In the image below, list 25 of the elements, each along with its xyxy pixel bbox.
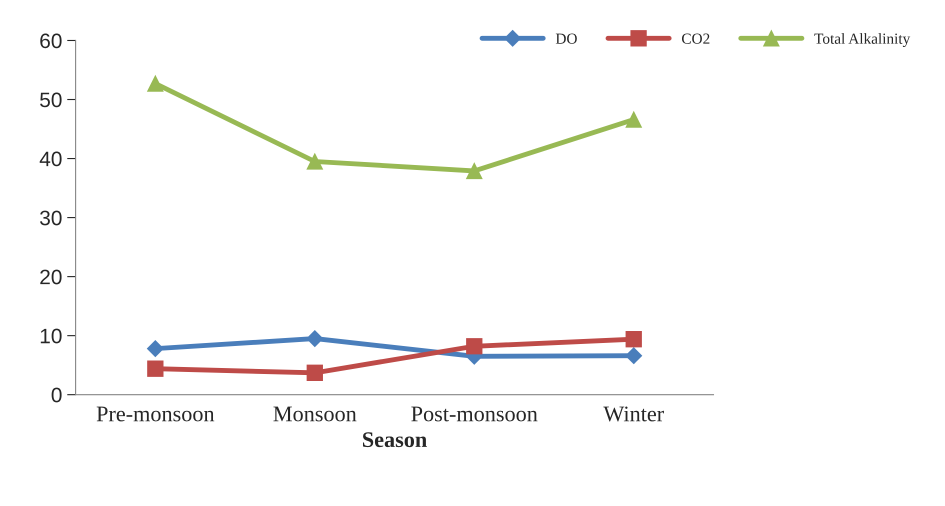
y-tick-label: 20 [40, 270, 62, 284]
x-tick-label: Post-monsoon [411, 406, 538, 422]
y-tick-label: 30 [40, 210, 62, 226]
legend-label: DO [556, 34, 577, 44]
point [466, 338, 482, 354]
y-tick-label: 10 [40, 328, 62, 344]
x-axis-title: Season [362, 432, 427, 448]
point [306, 364, 323, 381]
point [147, 360, 164, 377]
y-tick-label: 40 [40, 152, 62, 166]
point [466, 162, 482, 180]
point [306, 330, 324, 347]
point [147, 75, 164, 92]
y-tick-label: 50 [40, 92, 62, 108]
y-tick-label: 60 [40, 33, 62, 48]
point [306, 153, 323, 170]
legend-label: CO2 [682, 34, 710, 44]
point [626, 331, 642, 348]
x-tick-label: Monsoon [273, 406, 356, 422]
y-tick-label: 0 [52, 388, 62, 402]
legend-label: Total Alkalinity [814, 33, 910, 47]
x-tick-label: Pre-monsoon [96, 406, 214, 422]
x-tick-label: Winter [603, 406, 664, 422]
point [146, 340, 164, 358]
point [626, 111, 642, 128]
